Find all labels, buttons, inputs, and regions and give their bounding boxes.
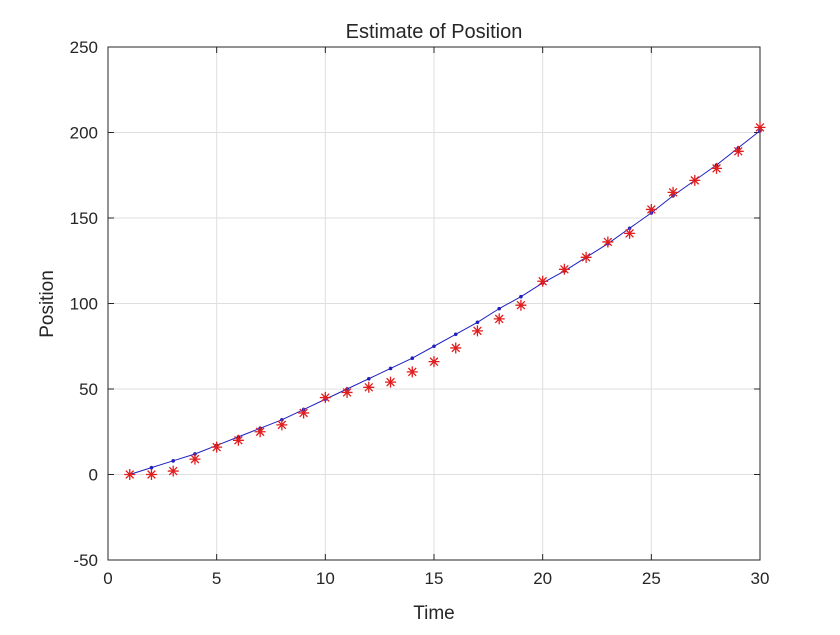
y-axis-label: Position xyxy=(37,270,58,338)
axis-ticks: 0 5 10 15 20 25 30 -50 0 50 100 150 200 250 xyxy=(70,38,770,588)
x-axis-label: Time xyxy=(413,603,455,624)
y-tick-label: 0 xyxy=(89,466,98,485)
data-point-marker xyxy=(341,386,353,398)
data-point xyxy=(432,344,436,349)
data-point-marker xyxy=(689,174,701,186)
data-point-marker xyxy=(276,419,288,431)
data-point xyxy=(475,320,480,325)
y-tick-label: 150 xyxy=(70,209,98,228)
x-tick-label: 10 xyxy=(316,569,335,588)
data-point-marker xyxy=(211,441,223,453)
y-tick-label: 250 xyxy=(70,38,98,57)
data-point-marker xyxy=(167,465,179,477)
data-point xyxy=(410,356,415,361)
x-tick-label: 5 xyxy=(212,569,221,588)
data-point-marker xyxy=(145,469,157,480)
x-tick-label: 20 xyxy=(533,569,552,588)
data-point-marker xyxy=(558,263,570,275)
data-point-marker xyxy=(254,426,266,438)
data-point-marker xyxy=(602,236,614,248)
data-point-marker xyxy=(471,325,483,337)
chart-title: Estimate of Position xyxy=(346,21,523,43)
series-layer xyxy=(124,121,766,480)
data-point-marker xyxy=(624,227,636,239)
data-point-marker xyxy=(450,342,462,354)
data-point xyxy=(149,465,154,470)
data-point-marker xyxy=(319,392,331,404)
data-point-marker xyxy=(428,356,440,368)
data-point-marker xyxy=(732,145,744,157)
data-point-marker xyxy=(645,203,657,215)
data-point xyxy=(497,306,502,311)
data-point-marker xyxy=(298,407,310,419)
data-point-marker xyxy=(385,376,397,388)
data-point-marker xyxy=(667,186,679,198)
data-point-marker xyxy=(711,162,723,174)
data-point-marker xyxy=(232,434,244,446)
data-point xyxy=(519,294,523,299)
x-tick-label: 15 xyxy=(425,569,444,588)
series-2 xyxy=(124,121,766,480)
data-point-marker xyxy=(406,366,418,378)
data-point xyxy=(367,376,371,381)
data-point xyxy=(171,459,175,463)
data-point-marker xyxy=(580,251,592,263)
data-point-marker xyxy=(363,381,375,393)
data-point xyxy=(388,366,393,371)
x-tick-label: 30 xyxy=(751,569,770,588)
y-tick-label: 200 xyxy=(70,124,98,143)
y-tick-label: 100 xyxy=(70,295,98,314)
x-tick-label: 0 xyxy=(103,569,112,588)
y-tick-label: -50 xyxy=(73,551,98,570)
data-point xyxy=(453,332,458,337)
data-point-marker xyxy=(754,121,766,133)
data-point-marker xyxy=(493,313,505,325)
data-point-marker xyxy=(515,299,527,311)
grid xyxy=(108,47,760,560)
data-point-marker xyxy=(124,469,136,480)
data-point-marker xyxy=(189,453,201,465)
data-point-marker xyxy=(537,275,549,287)
y-tick-label: 50 xyxy=(79,380,98,399)
x-tick-label: 25 xyxy=(642,569,661,588)
